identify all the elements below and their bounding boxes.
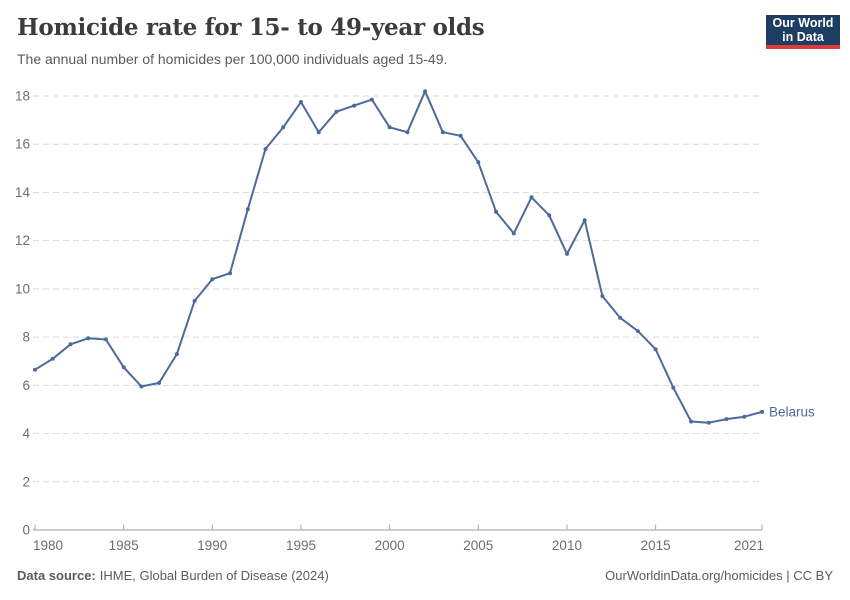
entity-label-group[interactable]: Belarus [769, 404, 815, 419]
owid-logo[interactable]: Our World in Data [766, 15, 840, 49]
data-point[interactable] [689, 419, 694, 424]
y-tick-label: 12 [15, 233, 30, 248]
data-point[interactable] [742, 414, 747, 419]
data-point[interactable] [547, 213, 552, 218]
y-tick-label: 6 [22, 378, 30, 393]
data-point[interactable] [210, 277, 215, 282]
data-source: Data source: IHME, Global Burden of Disea… [17, 568, 329, 583]
data-source-label: Data source: [17, 568, 96, 583]
x-axis-labels: 1980 1985 1990 1995 2000 2005 2010 2015 2021 [33, 538, 764, 553]
owid-logo-line2: in Data [782, 30, 824, 44]
x-tick-label: 2000 [375, 538, 405, 553]
data-point[interactable] [157, 380, 162, 385]
x-tick-label: 2021 [734, 538, 764, 553]
data-series[interactable] [33, 89, 764, 425]
data-point[interactable] [68, 342, 73, 347]
data-point[interactable] [760, 409, 764, 414]
data-point[interactable] [299, 100, 303, 104]
data-point[interactable] [494, 209, 498, 214]
data-line[interactable] [34, 90, 763, 424]
x-tick-label: 1980 [33, 538, 63, 553]
data-point[interactable] [440, 130, 445, 135]
chart-footer: Data source: IHME, Global Burden of Disea… [17, 568, 833, 583]
data-point[interactable] [476, 160, 481, 165]
x-tick-label: 1990 [197, 538, 227, 553]
x-tick-label: 1985 [109, 538, 139, 553]
credit-link[interactable]: OurWorldinData.org/homicides | CC BY [605, 568, 833, 583]
data-point[interactable] [653, 347, 658, 352]
y-axis-labels: 0 2 4 6 8 10 12 14 16 18 [15, 89, 31, 538]
data-point[interactable] [316, 130, 321, 135]
data-point[interactable] [281, 125, 286, 130]
entity-label[interactable]: Belarus [769, 404, 815, 419]
data-point[interactable] [529, 195, 534, 200]
data-point[interactable] [565, 251, 569, 256]
y-tick-label: 2 [22, 474, 30, 489]
page-title: Homicide rate for 15- to 49-year olds [17, 14, 485, 41]
data-source-value: IHME, Global Burden of Disease (2024) [99, 568, 329, 583]
data-point[interactable] [263, 147, 268, 151]
data-point[interactable] [50, 356, 55, 361]
data-point[interactable] [245, 207, 250, 212]
x-tick-label: 2015 [641, 538, 671, 553]
data-point[interactable] [387, 125, 392, 130]
y-tick-label: 0 [22, 523, 30, 538]
data-point[interactable] [192, 298, 197, 303]
data-point[interactable] [86, 336, 91, 341]
y-tick-label: 4 [22, 426, 30, 441]
x-tick-label: 1995 [286, 538, 316, 553]
data-point[interactable] [139, 384, 144, 389]
data-point[interactable] [582, 218, 587, 223]
data-point[interactable] [618, 315, 623, 320]
x-tick-label: 2005 [463, 538, 493, 553]
data-point[interactable] [103, 337, 108, 342]
x-axis [33, 524, 763, 531]
y-tick-label: 18 [15, 89, 30, 104]
y-tick-label: 10 [15, 281, 30, 296]
data-point[interactable] [369, 97, 374, 102]
data-point[interactable] [352, 103, 357, 108]
data-point[interactable] [724, 417, 729, 422]
data-point[interactable] [706, 420, 711, 425]
data-point[interactable] [423, 89, 428, 94]
y-gridlines [33, 95, 762, 483]
y-tick-label: 14 [15, 185, 31, 200]
data-point[interactable] [405, 130, 410, 135]
chart-subtitle: The annual number of homicides per 100,0… [17, 51, 448, 67]
data-point[interactable] [33, 367, 37, 372]
data-point[interactable] [600, 294, 605, 299]
data-point[interactable] [334, 109, 339, 114]
data-point[interactable] [228, 271, 232, 276]
y-tick-label: 8 [22, 330, 30, 345]
data-point[interactable] [635, 329, 640, 334]
data-point[interactable] [671, 385, 676, 390]
x-tick-label: 2010 [552, 538, 582, 553]
data-point[interactable] [458, 133, 463, 138]
y-tick-label: 16 [15, 137, 30, 152]
data-point[interactable] [174, 352, 179, 356]
data-point[interactable] [511, 231, 516, 236]
data-point[interactable] [121, 365, 126, 370]
owid-logo-line1: Our World [772, 15, 834, 30]
